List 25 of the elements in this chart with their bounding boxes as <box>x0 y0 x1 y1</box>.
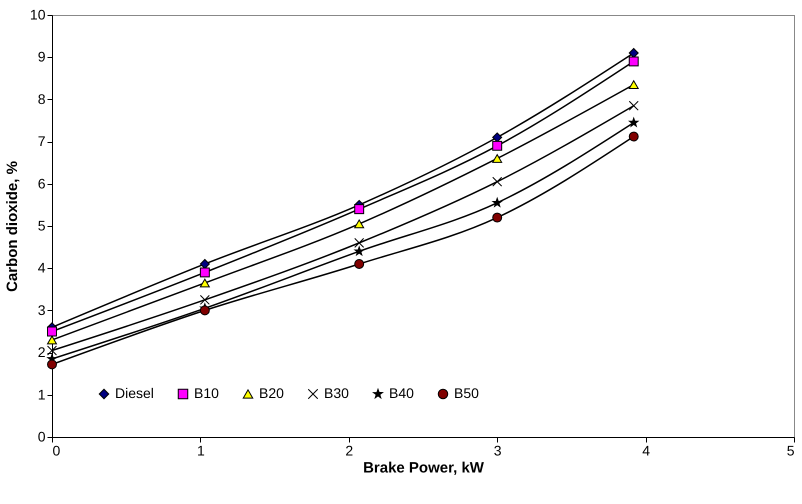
y-tick-label: 7 <box>38 133 46 150</box>
y-tick-label: 8 <box>38 90 46 107</box>
legend-label: B10 <box>194 385 220 401</box>
legend-label: B40 <box>389 385 414 401</box>
x-tick-label: 2 <box>345 442 354 458</box>
y-tick-label: 2 <box>38 344 46 360</box>
x-axis-title: Brake Power, kW <box>363 460 485 476</box>
legend-label: B30 <box>324 385 350 401</box>
y-tick-label: 4 <box>38 260 46 276</box>
legend-label: Diesel <box>115 385 154 401</box>
y-tick-label: 0 <box>38 428 46 444</box>
y-tick-label: 6 <box>38 175 46 192</box>
y-axis-title: Carbon dioxide, % <box>4 161 21 292</box>
y-tick-label: 5 <box>38 218 46 234</box>
legend-label: B50 <box>454 385 480 401</box>
y-tick-label: 3 <box>38 302 46 318</box>
y-tick-label: 1 <box>38 386 46 402</box>
x-tick-label: 5 <box>786 442 795 458</box>
y-tick-label: 9 <box>38 48 46 65</box>
y-tick-label: 10 <box>30 6 46 22</box>
legend-label: B20 <box>259 385 284 401</box>
x-tick-label: 3 <box>494 442 502 458</box>
x-tick-label: 0 <box>52 442 60 458</box>
x-tick-label: 1 <box>197 442 205 458</box>
x-tick-label: 4 <box>642 442 650 458</box>
